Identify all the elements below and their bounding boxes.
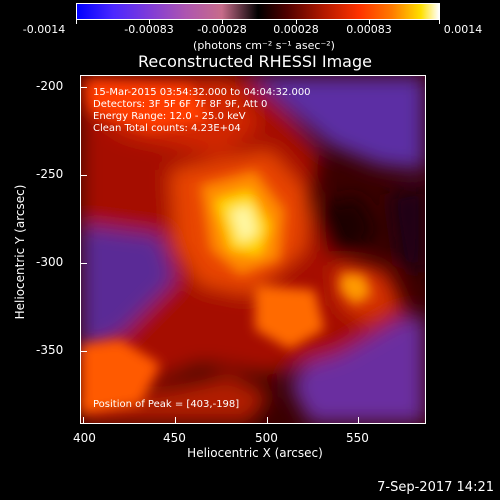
colorbar-tick <box>149 20 150 24</box>
y-tick-label: -250 <box>36 167 64 181</box>
plot-title: Reconstructed RHESSI Image <box>138 52 372 71</box>
colorbar-tick <box>439 20 440 24</box>
x-tick-label: 500 <box>255 431 278 445</box>
colorbar-tick-label: 0.00028 <box>273 23 319 36</box>
colorbar-tick <box>76 20 77 24</box>
colorbar <box>76 3 440 20</box>
colorbar-tick-label: 0.0014 <box>443 23 483 36</box>
footer-date: 7-Sep-2017 14:21 <box>377 480 494 495</box>
colorbar-tick <box>369 20 370 24</box>
x-tick-label: 450 <box>163 431 186 445</box>
overlay-peak-position: Position of Peak = [403,-198] <box>93 399 240 410</box>
y-tick <box>80 351 87 352</box>
colorbar-tick <box>296 20 297 24</box>
x-tick <box>83 417 84 424</box>
x-tick <box>267 417 268 424</box>
colorbar-tick <box>222 20 223 24</box>
overlay-clean-counts: Clean Total counts: 4.23E+04 <box>93 123 241 134</box>
colorbar-units: (photons cm⁻² s⁻¹ asec⁻²) <box>193 39 335 52</box>
y-tick <box>80 263 87 264</box>
x-tick <box>175 417 176 424</box>
y-tick <box>80 175 87 176</box>
colorbar-tick-label: -0.00083 <box>124 23 174 36</box>
colorbar-tick-label: -0.00028 <box>197 23 247 36</box>
overlay-energy-range: Energy Range: 12.0 - 25.0 keV <box>93 111 246 122</box>
reconstructed-image <box>81 76 425 423</box>
overlay-time-range: 15-Mar-2015 03:54:32.000 to 04:04:32.000 <box>93 87 311 98</box>
y-tick-label: -300 <box>36 255 64 269</box>
y-axis-label: Heliocentric Y (arcsec) <box>13 184 27 320</box>
x-axis-label: Heliocentric X (arcsec) <box>187 446 323 460</box>
x-tick-label: 400 <box>73 431 96 445</box>
colorbar-tick-label: -0.0014 <box>22 23 66 36</box>
x-tick <box>358 417 359 424</box>
y-tick-label: -200 <box>36 79 64 93</box>
x-tick-label: 550 <box>346 431 369 445</box>
y-tick-label: -350 <box>36 343 64 357</box>
overlay-detectors: Detectors: 3F 5F 6F 7F 8F 9F, Att 0 <box>93 99 268 110</box>
plot-area: 15-Mar-2015 03:54:32.000 to 04:04:32.000… <box>80 75 426 424</box>
colorbar-tick-label: 0.00083 <box>346 23 392 36</box>
y-tick <box>80 87 87 88</box>
